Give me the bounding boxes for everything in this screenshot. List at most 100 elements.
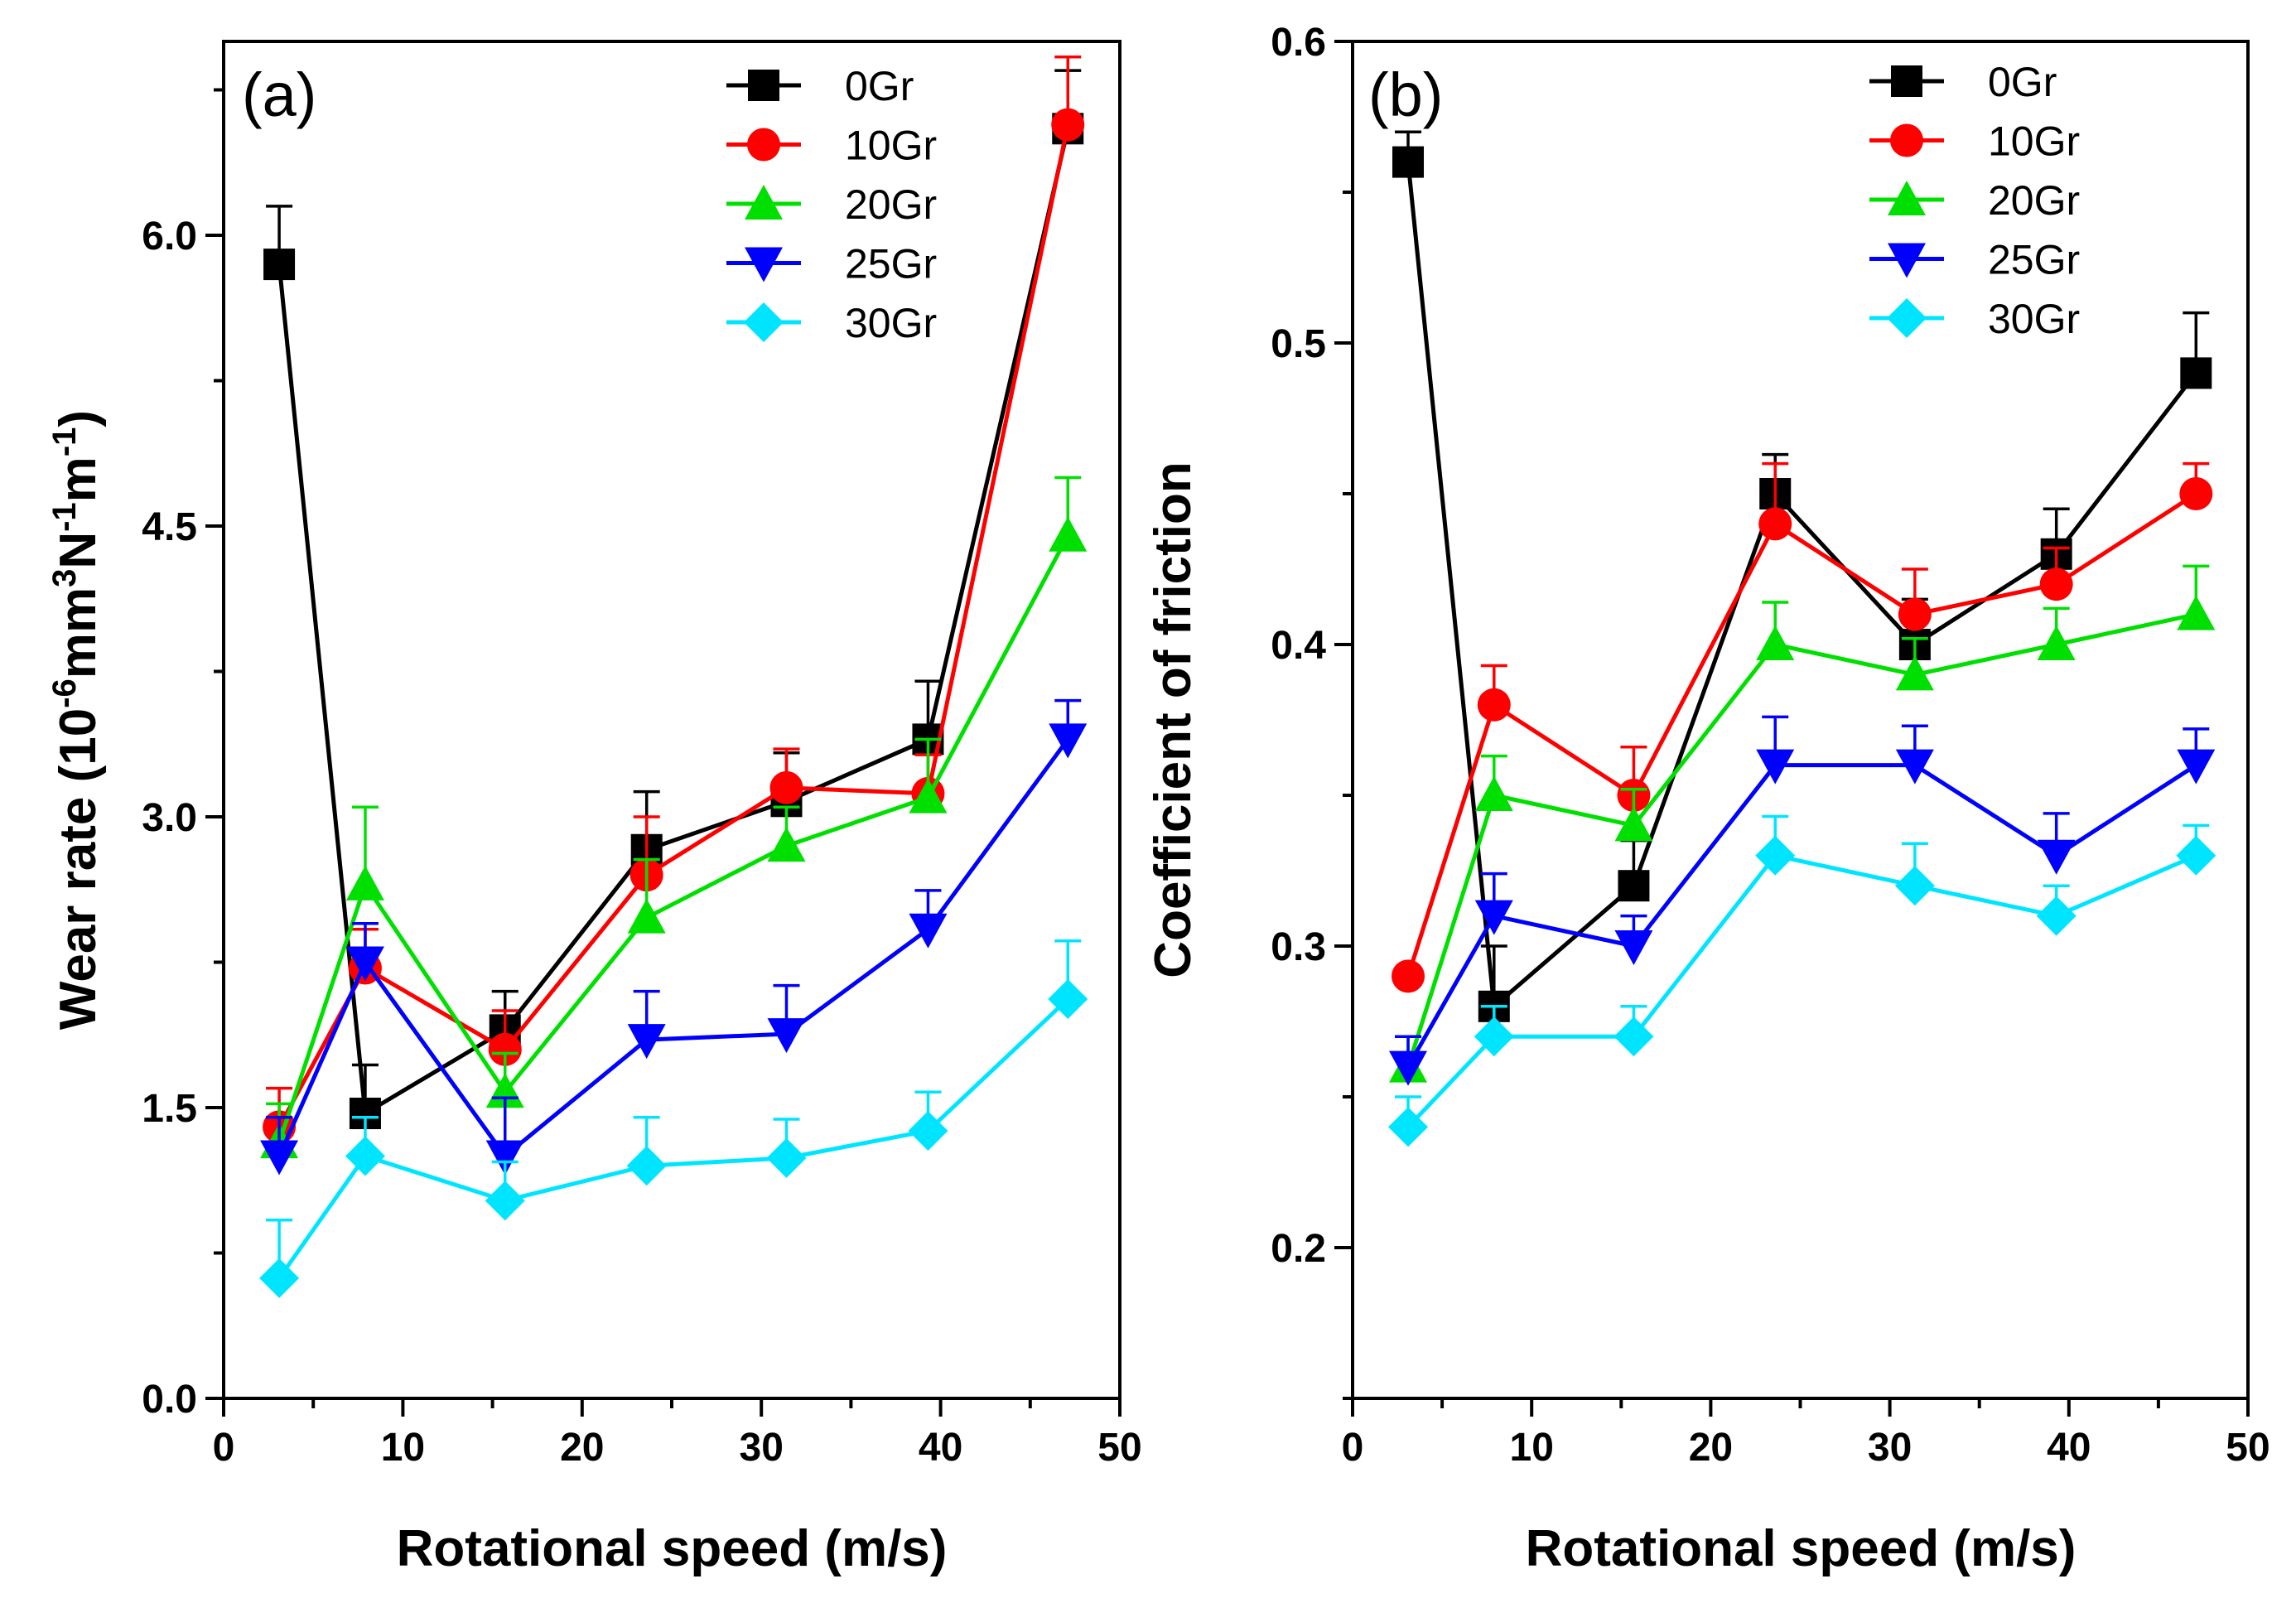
y-tick-label: 0.0 <box>142 1378 197 1422</box>
legend-entry-0Gr: 0Gr <box>726 63 914 109</box>
legend-entry-10Gr: 10Gr <box>1869 118 2080 165</box>
y-tick-label: 0.4 <box>1271 624 1326 668</box>
legend-entry-20Gr: 20Gr <box>726 181 937 228</box>
x-tick-label: 50 <box>1097 1426 1141 1470</box>
legend-entry-25Gr: 25Gr <box>726 241 937 287</box>
y-tick-label: 0.5 <box>1271 322 1326 366</box>
legend-marker <box>747 128 780 162</box>
legend-marker <box>744 302 784 342</box>
y-axis-title: Wear rate (10-6mm3N-1m-1) <box>46 410 107 1030</box>
series-30Gr <box>1388 814 2216 1147</box>
y-title-exp-3: -1 <box>46 502 83 532</box>
data-point <box>2036 896 2077 936</box>
data-point <box>767 1018 806 1054</box>
panel-label: (a) <box>242 60 316 129</box>
legend-entry-25Gr: 25Gr <box>1869 237 2080 283</box>
series-0Gr <box>263 69 1084 1130</box>
y-tick-label: 3.0 <box>142 796 197 840</box>
y-title-unit-mm: mm <box>50 587 107 678</box>
legend-marker <box>1891 65 1922 97</box>
panel-label: (b) <box>1368 60 1443 129</box>
data-point <box>1758 507 1792 541</box>
legend-marker <box>1887 298 1927 338</box>
series-10Gr <box>1392 461 2213 993</box>
y-axis-title: Coefficient of friction <box>1145 461 1202 978</box>
data-point <box>2177 595 2216 630</box>
data-point <box>2039 567 2073 601</box>
y-title-exp-4: -1 <box>46 427 83 457</box>
x-tick-label: 0 <box>213 1426 235 1470</box>
data-point <box>1049 723 1088 759</box>
legend: 0Gr 10Gr 20Gr 25Gr 30Gr <box>726 63 937 346</box>
y-tick-label: 4.5 <box>142 505 197 549</box>
legend-marker <box>1890 123 1923 157</box>
x-axis-title: Rotational speed (m/s) <box>397 1520 948 1577</box>
y-tick-label: 1.5 <box>142 1087 197 1131</box>
data-point <box>626 1146 667 1186</box>
series-30Gr <box>259 939 1088 1298</box>
data-point <box>1474 776 1513 811</box>
data-point <box>1756 749 1795 785</box>
data-point <box>2176 835 2216 876</box>
legend-marker <box>748 70 779 101</box>
data-point <box>1895 749 1934 785</box>
legend: 0Gr 10Gr 20Gr 25Gr 30Gr <box>1869 59 2080 342</box>
legend-label: 10Gr <box>845 123 937 169</box>
series-25Gr <box>260 698 1088 1176</box>
legend-label: 0Gr <box>1988 59 2057 105</box>
series-20Gr <box>1389 564 2216 1083</box>
data-point <box>2180 357 2212 389</box>
x-tick-label: 0 <box>1342 1426 1364 1470</box>
data-point <box>2177 749 2216 785</box>
series-line <box>1406 491 2197 978</box>
data-point <box>1049 516 1088 552</box>
plot-frame <box>222 40 1121 1400</box>
series-25Gr <box>1389 715 2216 1086</box>
x-tick-label: 10 <box>381 1426 425 1470</box>
legend-entry-10Gr: 10Gr <box>726 123 937 169</box>
data-point <box>260 1140 299 1176</box>
legend-marker <box>1888 243 1926 278</box>
x-axis-title: Rotational speed (m/s) <box>1526 1520 2077 1577</box>
data-point <box>766 1137 807 1178</box>
legend-marker <box>745 185 783 220</box>
series-line <box>1406 853 2197 1129</box>
data-point <box>259 1258 300 1298</box>
data-point <box>2037 625 2076 660</box>
legend-entry-30Gr: 30Gr <box>1869 296 2080 342</box>
data-point <box>2037 839 2076 875</box>
data-point <box>1898 597 1932 631</box>
data-point <box>2179 477 2213 510</box>
data-point <box>485 1140 524 1176</box>
x-tick-label: 30 <box>1868 1426 1912 1470</box>
data-point <box>909 913 948 949</box>
data-point <box>1614 806 1653 842</box>
legend-label: 30Gr <box>845 300 937 346</box>
x-tick-label: 20 <box>1689 1426 1733 1470</box>
legend-entry-20Gr: 20Gr <box>1869 177 2080 224</box>
legend-entry-30Gr: 30Gr <box>726 300 937 346</box>
data-point <box>1614 930 1653 965</box>
y-title-prefix: Wear rate (10 <box>50 708 107 1030</box>
x-tick-label: 40 <box>2047 1426 2091 1470</box>
legend-label: 25Gr <box>1988 237 2080 283</box>
legend-label: 30Gr <box>1988 296 2080 342</box>
data-point <box>1388 1107 1429 1147</box>
y-title-unit-m: m <box>50 456 107 502</box>
series-line <box>1406 763 2197 1068</box>
data-point <box>1474 900 1513 935</box>
data-point <box>1894 866 1935 906</box>
legend-entry-0Gr: 0Gr <box>1869 59 2057 105</box>
data-point <box>1613 1016 1654 1057</box>
data-point <box>485 1181 525 1221</box>
data-point <box>263 249 296 281</box>
data-point <box>769 770 803 804</box>
plot-frame <box>1351 40 2250 1400</box>
x-tick-label: 40 <box>919 1426 962 1470</box>
data-point <box>1392 146 1425 178</box>
data-point <box>1895 655 1934 691</box>
y-tick-label: 0.3 <box>1271 925 1326 969</box>
data-point <box>345 1136 385 1176</box>
data-point <box>1477 688 1511 722</box>
data-point <box>345 946 384 982</box>
